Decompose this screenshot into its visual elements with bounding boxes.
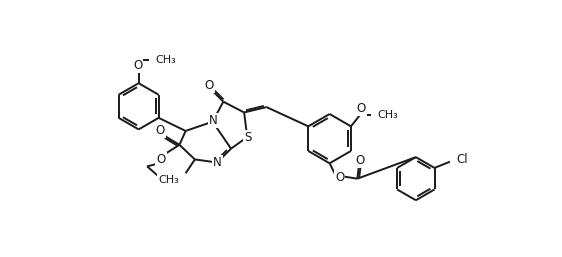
Text: Cl: Cl [456, 153, 468, 166]
Text: O: O [156, 124, 165, 137]
Text: O: O [356, 102, 365, 115]
Text: CH₃: CH₃ [377, 110, 398, 120]
Text: N: N [209, 114, 217, 127]
Text: O: O [156, 153, 166, 166]
Text: O: O [133, 59, 143, 72]
Text: O: O [335, 171, 345, 184]
Text: CH₃: CH₃ [156, 55, 176, 65]
Text: O: O [205, 79, 214, 92]
Text: O: O [355, 154, 364, 168]
Text: S: S [244, 131, 252, 144]
Text: CH₃: CH₃ [158, 175, 179, 185]
Text: N: N [213, 156, 221, 169]
